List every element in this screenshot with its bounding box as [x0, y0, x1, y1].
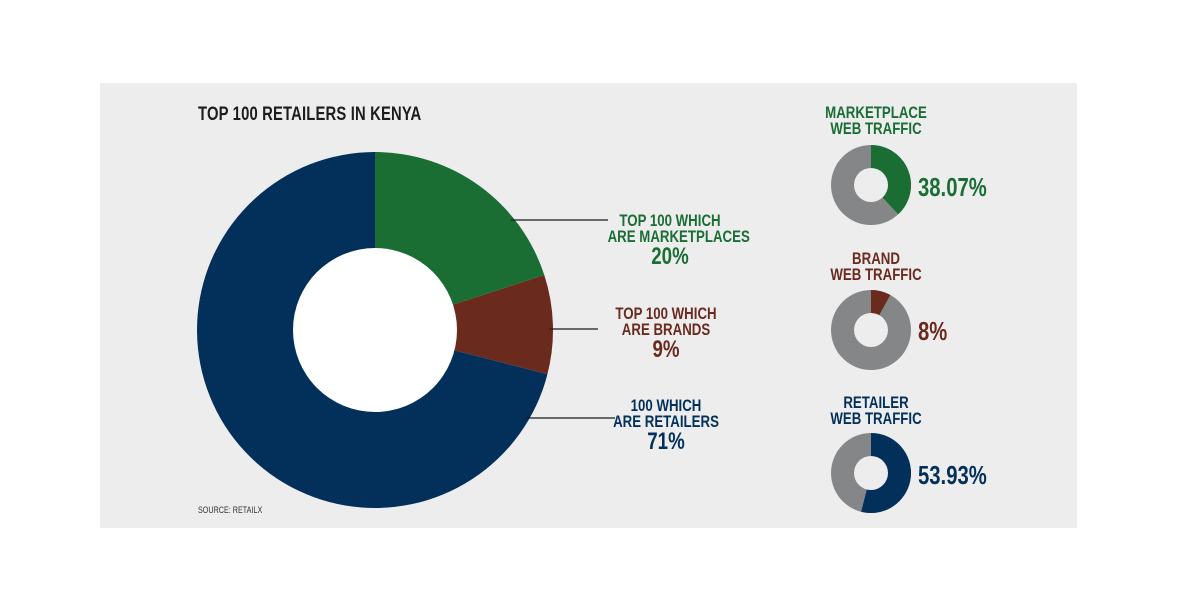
- mini-title-line: WEB TRAFFIC: [830, 409, 922, 428]
- slice-label-line: TOP 100 WHICH: [619, 211, 721, 230]
- donut-hole: [293, 248, 457, 412]
- source-note: SOURCE: RETAILX: [198, 505, 263, 515]
- marketplace-traffic-value: 38.07%: [918, 172, 987, 202]
- slice-value-label: 9%: [652, 336, 680, 363]
- slice-label-line: ARE BRANDS: [621, 320, 711, 339]
- retailer-traffic-value: 53.93%: [918, 460, 987, 490]
- slice-label-line: TOP 100 WHICH: [615, 304, 717, 323]
- slice-label-retailers: 100 WHICH ARE RETAILERS 71%: [604, 396, 729, 455]
- marketplace-traffic-title: MARKETPLACE WEB TRAFFIC: [814, 103, 939, 138]
- slice-value-label: 71%: [647, 428, 685, 455]
- mini-title-line: BRAND: [852, 249, 900, 268]
- mini-donut-slice-marketplace: [871, 145, 912, 215]
- slice-label-brands: TOP 100 WHICH ARE BRANDS 9%: [604, 304, 729, 363]
- slice-label-line: 100 WHICH: [630, 396, 702, 415]
- brand-traffic-value: 8%: [918, 316, 948, 346]
- donut-slice-brand: [375, 274, 553, 375]
- slice-value-label: 20%: [651, 243, 689, 270]
- retailer-traffic-title: RETAILER WEB TRAFFIC: [814, 393, 939, 428]
- mini-donut-hole-marketplace: [854, 168, 888, 202]
- chart-title: TOP 100 RETAILERS IN KENYA: [198, 104, 422, 125]
- mini-title-line: RETAILER: [843, 393, 909, 412]
- slice-label-marketplaces: TOP 100 WHICH ARE MARKETPLACES 20%: [607, 211, 750, 270]
- mini-title-line: WEB TRAFFIC: [830, 119, 922, 138]
- brand-traffic-title: BRAND WEB TRAFFIC: [814, 249, 939, 284]
- mini-title-line: WEB TRAFFIC: [830, 265, 922, 284]
- mini-donut-hole-retailer: [854, 456, 888, 490]
- slice-label-line: ARE RETAILERS: [613, 412, 719, 431]
- mini-donut-hole-brand: [854, 313, 888, 347]
- mini-title-line: MARKETPLACE: [825, 103, 927, 122]
- slice-label-line: ARE MARKETPLACES: [607, 227, 750, 246]
